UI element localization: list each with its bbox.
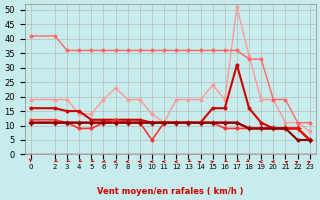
X-axis label: Vent moyen/en rafales ( km/h ): Vent moyen/en rafales ( km/h ) [97, 187, 244, 196]
